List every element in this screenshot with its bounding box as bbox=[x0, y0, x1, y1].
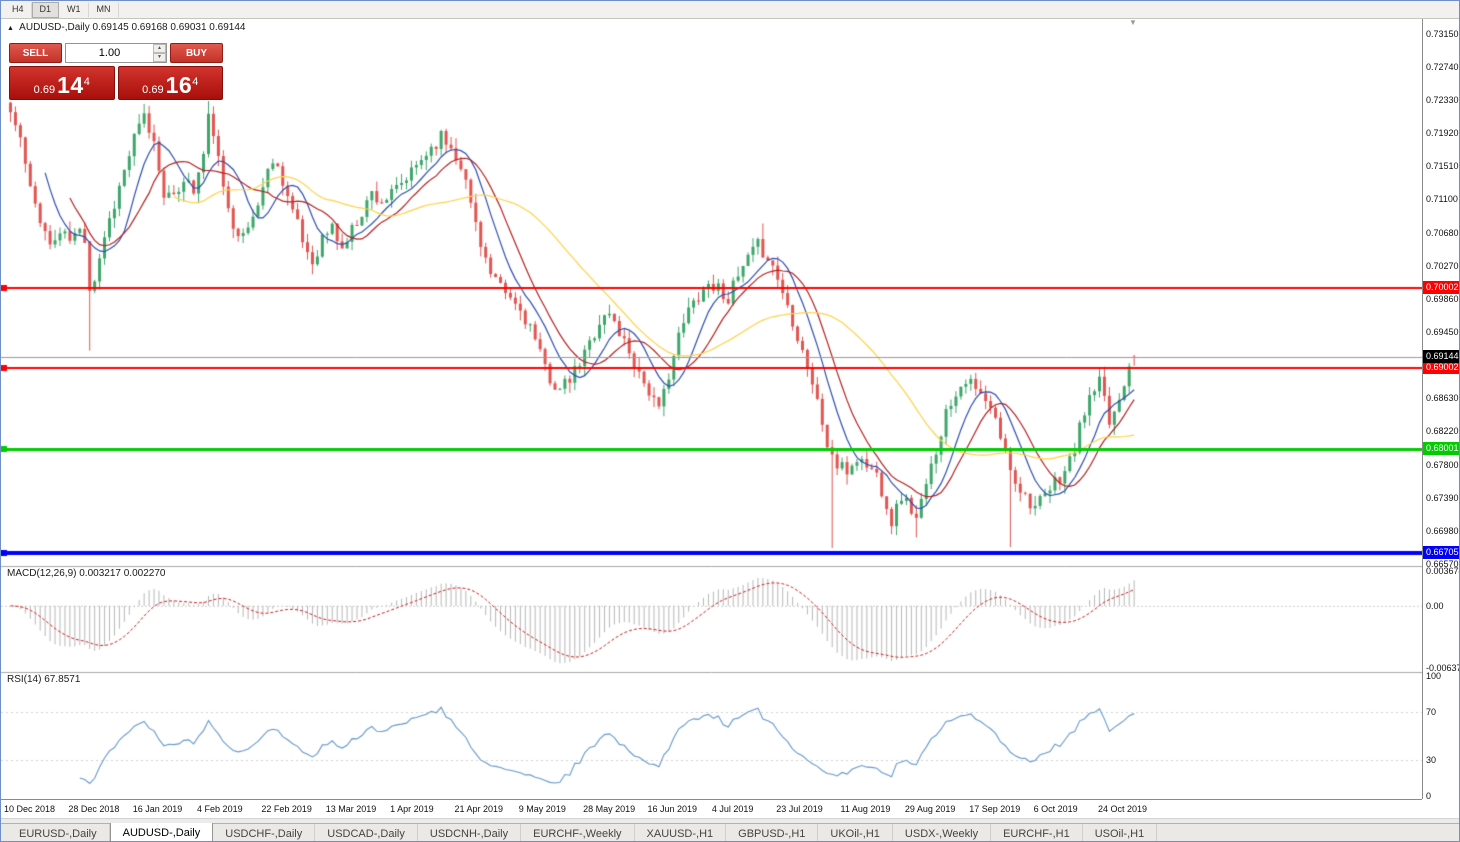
macd-axis-label: 0.003674 bbox=[1426, 566, 1460, 576]
rsi-axis-label: 30 bbox=[1426, 755, 1437, 765]
price-tick: 0.69860 bbox=[1426, 294, 1459, 305]
price-tick: 0.71920 bbox=[1426, 128, 1459, 139]
price-tick: 0.66980 bbox=[1426, 525, 1459, 536]
price-tick: 0.69450 bbox=[1426, 327, 1459, 338]
date-label: 28 May 2019 bbox=[583, 804, 636, 814]
current-price-tag: 0.69144 bbox=[1423, 349, 1459, 363]
buy-price-big: 16 bbox=[165, 72, 193, 98]
tab-usdchf-daily[interactable]: USDCHF-,Daily bbox=[213, 824, 316, 841]
price-chart-canvas[interactable] bbox=[1, 1, 1422, 799]
date-label: 17 Sep 2019 bbox=[969, 804, 1021, 814]
level-price-tag: 0.66705 bbox=[1423, 546, 1459, 560]
date-label: 10 Dec 2018 bbox=[4, 804, 56, 814]
volume-up-icon[interactable]: ▲ bbox=[153, 44, 166, 53]
date-label: 16 Jun 2019 bbox=[647, 804, 698, 814]
symbol-ohlc-label: ▲ AUDUSD-,Daily 0.69145 0.69168 0.69031 … bbox=[7, 22, 245, 33]
timeframe-d1[interactable]: D1 bbox=[31, 1, 60, 18]
date-label: 13 Mar 2019 bbox=[325, 804, 377, 814]
price-tick: 0.73150 bbox=[1426, 29, 1459, 40]
price-axis[interactable]: 0.73150 0.72740 0.72330 0.71920 0.71510 0.711… bbox=[1422, 18, 1460, 801]
macd-axis-label: -0.006378 bbox=[1426, 663, 1459, 673]
volume-value[interactable]: 1.00 bbox=[98, 47, 121, 59]
sell-price-big: 14 bbox=[57, 72, 84, 98]
date-label: 24 Oct 2019 bbox=[1097, 804, 1147, 814]
timeframe-mn[interactable]: MN bbox=[89, 1, 119, 18]
tab-ukoil-h1[interactable]: UKOil-,H1 bbox=[818, 824, 893, 841]
sell-price-prefix: 0.69 bbox=[33, 84, 56, 96]
price-tick: 0.66570 bbox=[1426, 558, 1459, 569]
date-label: 11 Aug 2019 bbox=[840, 804, 891, 814]
volume-stepper[interactable]: 1.00 ▲ ▼ bbox=[65, 43, 167, 63]
price-tick: 0.67390 bbox=[1426, 492, 1459, 503]
date-label: 29 Aug 2019 bbox=[904, 804, 956, 814]
price-tick: 0.70270 bbox=[1426, 261, 1459, 272]
price-tick: 0.72330 bbox=[1426, 95, 1459, 106]
macd-label: MACD(12,26,9) 0.003217 0.002270 bbox=[7, 568, 165, 579]
price-tick: 0.68630 bbox=[1426, 393, 1459, 404]
sell-button[interactable]: SELL bbox=[9, 43, 62, 63]
level-price-tag: 0.68001 bbox=[1423, 441, 1459, 455]
timeframe-w1[interactable]: W1 bbox=[59, 1, 89, 18]
buy-price-sup: 4 bbox=[192, 76, 199, 88]
date-label: 4 Jul 2019 bbox=[711, 804, 754, 814]
chart-shift-marker-icon: ▼ bbox=[1129, 18, 1137, 27]
tab-usdcnh-daily[interactable]: USDCNH-,Daily bbox=[418, 824, 522, 841]
buy-price-prefix: 0.69 bbox=[142, 84, 164, 96]
price-tick: 0.67800 bbox=[1426, 459, 1459, 470]
macd-name: MACD(12,26,9) bbox=[7, 568, 77, 579]
tab-usdcad-daily[interactable]: USDCAD-,Daily bbox=[315, 824, 418, 841]
date-label: 21 Apr 2019 bbox=[454, 804, 503, 814]
tab-usdx-weekly[interactable]: USDX-,Weekly bbox=[893, 824, 992, 841]
timeframe-h4[interactable]: H4 bbox=[4, 1, 32, 18]
buy-button[interactable]: BUY bbox=[170, 43, 223, 63]
price-tick: 0.68220 bbox=[1426, 426, 1459, 437]
rsi-axis-label: 100 bbox=[1426, 671, 1442, 681]
horizontal-scrollbar[interactable] bbox=[1, 818, 1459, 824]
rsi-axis-label: 70 bbox=[1426, 707, 1437, 717]
date-label: 23 Jul 2019 bbox=[776, 804, 823, 814]
tab-xauusd-h1[interactable]: XAUUSD-,H1 bbox=[635, 824, 727, 841]
tab-usoil-h1[interactable]: USOil-,H1 bbox=[1083, 824, 1158, 841]
price-tick: 0.70680 bbox=[1426, 228, 1459, 239]
symbol-marker-icon: ▲ bbox=[7, 25, 14, 32]
timeframe-bar: H4 D1 W1 MN bbox=[1, 1, 1459, 19]
volume-down-icon[interactable]: ▼ bbox=[153, 53, 166, 62]
symbol-ohlc-text: AUDUSD-,Daily 0.69145 0.69168 0.69031 0.… bbox=[19, 22, 246, 33]
date-label: 9 May 2019 bbox=[518, 804, 566, 814]
date-label: 1 Apr 2019 bbox=[390, 804, 434, 814]
level-price-tag: 0.69002 bbox=[1423, 361, 1459, 375]
rsi-label: RSI(14) 67.8571 bbox=[7, 674, 81, 685]
rsi-axis-label: 0 bbox=[1426, 791, 1432, 801]
tab-gbpusd-h1[interactable]: GBPUSD-,H1 bbox=[726, 824, 819, 841]
price-tick: 0.72740 bbox=[1426, 62, 1459, 73]
tab-audusd-daily[interactable]: AUDUSD-,Daily bbox=[109, 823, 214, 841]
macd-axis-label: 0.00 bbox=[1426, 600, 1444, 611]
sell-price-display[interactable]: 0.69144 bbox=[9, 66, 115, 100]
chart-tab-bar: EURUSD-,Daily AUDUSD-,Daily USDCHF-,Daily U… bbox=[1, 823, 1459, 841]
date-label: 22 Feb 2019 bbox=[261, 804, 312, 814]
date-label: 6 Oct 2019 bbox=[1033, 804, 1078, 814]
date-label: 28 Dec 2018 bbox=[68, 804, 120, 814]
price-tick: 0.71100 bbox=[1426, 194, 1458, 205]
price-tick: 0.71510 bbox=[1426, 161, 1459, 172]
sell-price-sup: 4 bbox=[83, 76, 90, 88]
date-label: 16 Jan 2019 bbox=[132, 804, 183, 814]
tab-eurusd-daily[interactable]: EURUSD-,Daily bbox=[7, 824, 110, 841]
buy-price-display[interactable]: 0.69164 bbox=[117, 66, 223, 100]
tab-eurchf-h1[interactable]: EURCHF-,H1 bbox=[991, 824, 1083, 841]
date-axis[interactable]: 10 Dec 2018 28 Dec 2018 16 Jan 2019 4 Feb 2… bbox=[1, 799, 1422, 819]
tab-eurchf-weekly[interactable]: EURCHF-,Weekly bbox=[521, 824, 635, 841]
level-price-tag: 0.70002 bbox=[1423, 280, 1459, 294]
one-click-trading-panel: SELL 1.00 ▲ ▼ BUY 0.69144 0.69164 bbox=[9, 43, 223, 100]
date-label: 4 Feb 2019 bbox=[197, 804, 243, 814]
macd-values: 0.003217 0.002270 bbox=[79, 568, 166, 579]
